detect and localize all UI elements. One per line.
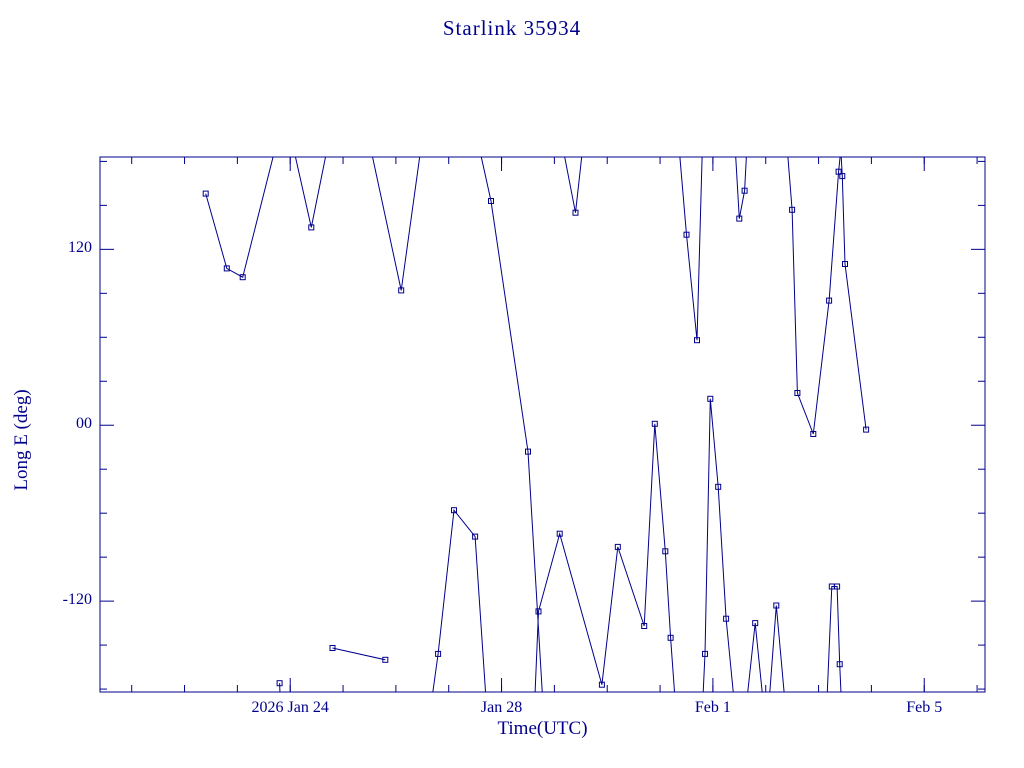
data-point-marker [662, 548, 669, 555]
data-point-marker [839, 173, 846, 180]
data-point-marker [836, 661, 843, 668]
data-point-marker [435, 650, 442, 657]
data-point-marker [694, 337, 700, 344]
data-point-marker [641, 623, 648, 629]
data-point-marker [535, 608, 542, 615]
data-point-marker [715, 483, 722, 490]
data-point-marker [773, 602, 780, 609]
data-point-marker [667, 634, 674, 641]
y-tick-label: -120 [62, 591, 92, 609]
series-line [679, 157, 703, 341]
series-line [826, 586, 842, 692]
data-point-marker [810, 431, 817, 437]
y-tick-label: 00 [76, 415, 92, 433]
series-line [332, 647, 386, 661]
chart-title: Starlink 35934 [442, 16, 582, 40]
data-point-marker [741, 187, 748, 194]
data-point-marker [472, 533, 479, 540]
data-point-marker [572, 209, 579, 216]
data-point-marker [329, 645, 336, 651]
data-point-marker [202, 190, 209, 197]
data-point-marker [835, 168, 842, 175]
data-point-marker [382, 656, 389, 663]
data-point-marker [826, 297, 833, 304]
data-point-marker [863, 426, 870, 433]
series-line [564, 157, 583, 213]
x-tick-label: 2026 Jan 24 [251, 699, 329, 716]
data-point-marker [723, 615, 730, 622]
data-point-marker [451, 507, 457, 514]
series-line [279, 683, 281, 692]
y-tick-label: 120 [68, 239, 92, 257]
x-tick-label: Jan 28 [480, 699, 523, 716]
data-point-marker [488, 198, 494, 204]
data-point-marker [239, 274, 246, 281]
data-point-marker [683, 231, 690, 238]
data-point-marker [702, 650, 708, 657]
series-line [769, 605, 785, 692]
data-point-marker [598, 681, 605, 688]
x-tick-label: Feb 1 [694, 699, 731, 716]
x-axis-label: Time(UTC) [497, 718, 588, 739]
data-point-marker [794, 390, 801, 396]
data-point-marker [223, 265, 230, 272]
data-point-marker [556, 530, 563, 537]
series-line [432, 508, 487, 692]
series-line [534, 423, 676, 692]
data-point-marker [651, 420, 658, 427]
data-point-marker [834, 583, 841, 590]
series-line [205, 157, 543, 692]
x-tick-label: Feb 5 [906, 699, 943, 716]
data-point-marker [398, 287, 405, 294]
series-line [702, 398, 734, 692]
data-point-marker [707, 395, 714, 402]
series-line [735, 157, 747, 219]
data-point-marker [525, 448, 531, 455]
series-line [747, 623, 763, 692]
data-point-marker [752, 620, 759, 627]
data-point-marker [276, 680, 283, 687]
data-series [202, 157, 870, 692]
data-point-marker [789, 206, 796, 213]
series-line [787, 157, 867, 435]
data-point-marker [736, 215, 743, 222]
data-point-marker [308, 224, 315, 231]
plot-frame [99, 156, 986, 693]
data-point-marker [614, 543, 621, 550]
data-point-marker [842, 261, 848, 267]
